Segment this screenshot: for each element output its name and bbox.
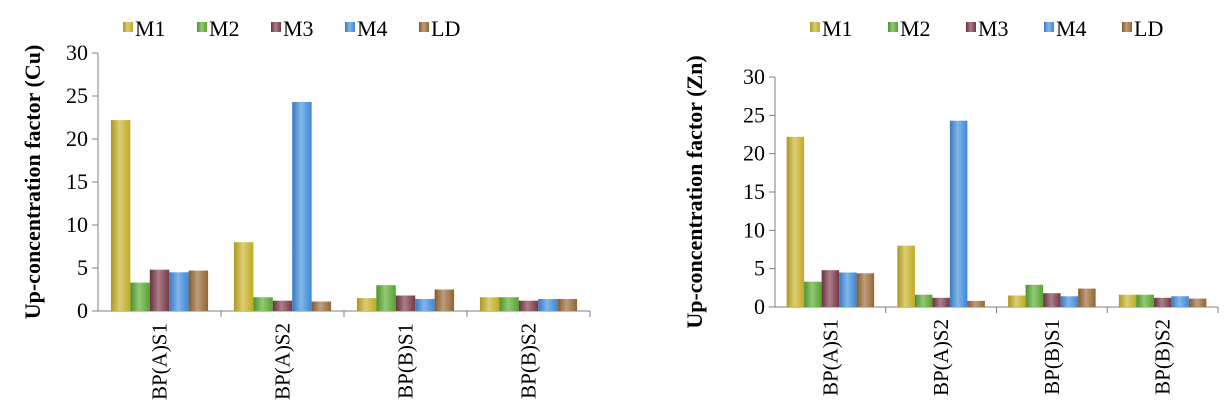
legend-swatch <box>966 22 976 32</box>
legend-label: M1 <box>135 16 166 41</box>
bar-m3 <box>518 300 539 311</box>
x-category-label: BP(B)S1 <box>1040 319 1064 395</box>
bar-m1 <box>479 297 500 311</box>
x-category-label: BP(A)S1 <box>148 323 172 400</box>
bar-ld <box>188 270 209 311</box>
y-tick-label: 5 <box>754 256 765 281</box>
bar-m4 <box>415 298 435 311</box>
bar-m4 <box>1060 296 1079 307</box>
bar-m1 <box>897 245 915 307</box>
legend-swatch <box>345 22 355 32</box>
bar-ld <box>434 289 455 311</box>
bar-m2 <box>130 282 150 311</box>
bar-m4 <box>839 272 857 307</box>
bar-m3 <box>1043 293 1061 307</box>
chart-zn: 0 5 10 15 20 25 30 Up-concentration factor (Zn)… <box>682 16 1219 396</box>
x-category-label: BP(A)S1 <box>818 319 842 396</box>
y-tick-label: 15 <box>743 179 765 204</box>
y-tick-label: 10 <box>743 217 765 242</box>
bar-m2 <box>804 281 822 307</box>
x-category-label: BP(A)S2 <box>929 319 953 396</box>
bar-m2 <box>376 285 396 311</box>
legend-swatch <box>123 22 133 32</box>
bar-m4 <box>538 298 558 311</box>
bar-m1 <box>356 298 377 311</box>
chart-cu: 0 5 10 15 20 25 30 Up-concentration factor (Cu)… <box>20 16 591 400</box>
y-tick-label: 0 <box>754 294 765 319</box>
bar-m2 <box>914 294 933 307</box>
x-category-label: BP(B)S2 <box>517 323 541 399</box>
y-tick-label: 20 <box>743 141 765 166</box>
y-axis-title: Up-concentration factor (Zn) <box>682 55 707 328</box>
y-tick-label: 25 <box>66 83 88 108</box>
bar-ld <box>856 273 875 307</box>
y-tick-label: 30 <box>66 40 88 65</box>
legend-label: M3 <box>978 16 1009 41</box>
y-tick-label: 5 <box>77 255 88 280</box>
bar-m2 <box>1025 284 1044 307</box>
legend-label: M4 <box>1056 16 1087 41</box>
bar-m1 <box>786 136 805 307</box>
x-category-label: BP(B)S1 <box>394 323 418 399</box>
bar-m2 <box>499 297 519 311</box>
x-category-label: BP(A)S2 <box>271 323 295 400</box>
y-tick-label: 0 <box>77 298 88 323</box>
legend-swatch <box>810 22 820 32</box>
bar-m3 <box>395 295 416 311</box>
legend-label: LD <box>1134 16 1163 41</box>
bar-ld <box>967 300 985 307</box>
bar-m1 <box>1118 294 1137 307</box>
y-axis-title: Up-concentration factor (Cu) <box>20 45 45 320</box>
legend-swatch <box>1122 22 1132 32</box>
bar-ld <box>1078 288 1096 307</box>
bar-m1 <box>1008 295 1026 307</box>
bar-m3 <box>149 269 170 311</box>
bar-m2 <box>253 297 273 311</box>
legend-label: M1 <box>822 16 853 41</box>
legend-label: LD <box>431 16 460 41</box>
legend-label: M3 <box>283 16 314 41</box>
bar-m2 <box>1136 294 1154 307</box>
legend-label: M4 <box>357 16 388 41</box>
y-tick-label: 25 <box>743 102 765 127</box>
legend-label: M2 <box>900 16 931 41</box>
legend-swatch <box>1044 22 1054 32</box>
bar-m4 <box>292 102 312 312</box>
bar-m3 <box>821 270 840 307</box>
legend-swatch <box>419 22 429 32</box>
bar-m3 <box>932 297 950 307</box>
bar-m4 <box>1171 296 1189 307</box>
bar-m1 <box>233 242 254 311</box>
y-tick-label: 30 <box>743 64 765 89</box>
y-tick-label: 20 <box>66 126 88 151</box>
bar-m3 <box>272 300 293 311</box>
bar-ld <box>557 298 578 311</box>
bar-m4 <box>169 272 189 311</box>
bar-m1 <box>110 120 131 311</box>
y-tick-label: 15 <box>66 169 88 194</box>
bar-m4 <box>949 120 968 307</box>
legend-label: M2 <box>209 16 240 41</box>
legend-swatch <box>197 22 207 32</box>
legend-swatch <box>888 22 898 32</box>
legend-swatch <box>271 22 281 32</box>
bar-ld <box>1188 298 1207 307</box>
bar-m3 <box>1153 297 1172 307</box>
y-tick-label: 10 <box>66 212 88 237</box>
bar-ld <box>311 301 332 311</box>
x-category-label: BP(B)S2 <box>1151 319 1175 395</box>
